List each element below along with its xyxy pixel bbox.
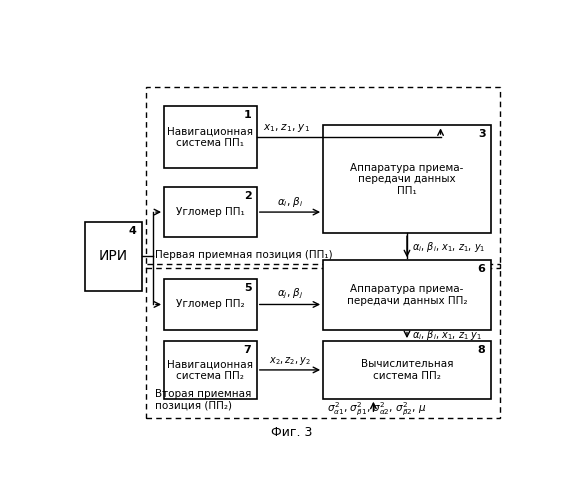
Text: ИРИ: ИРИ [99, 250, 128, 264]
Text: 7: 7 [244, 345, 251, 355]
Text: Угломер ПП₁: Угломер ПП₁ [176, 207, 245, 217]
Text: 3: 3 [478, 130, 486, 140]
Text: $\alpha_j$, $\beta_j$: $\alpha_j$, $\beta_j$ [276, 287, 303, 302]
Text: 4: 4 [129, 226, 137, 235]
Bar [146, 87, 500, 268]
Text: Угломер ПП₂: Угломер ПП₂ [176, 300, 245, 310]
Bar [164, 341, 256, 399]
Text: 6: 6 [478, 264, 486, 274]
Bar [323, 126, 491, 233]
Text: 2: 2 [244, 191, 251, 201]
Text: Вторая приемная
позиция (ПП₂): Вторая приемная позиция (ПП₂) [155, 389, 251, 410]
Text: Навигационная
система ПП₁: Навигационная система ПП₁ [168, 126, 254, 148]
Text: Аппаратура приема-
передачи данных ПП₂: Аппаратура приема- передачи данных ПП₂ [347, 284, 467, 306]
Text: $\alpha_i$, $\beta_i$, $x_1$, $z_1$ $y_1$: $\alpha_i$, $\beta_i$, $x_1$, $z_1$ $y_1… [412, 328, 483, 342]
Text: $\alpha_i$, $\beta_i$: $\alpha_i$, $\beta_i$ [277, 195, 303, 209]
Bar [164, 187, 256, 237]
Text: Фиг. 3: Фиг. 3 [271, 426, 313, 439]
Bar [323, 341, 491, 399]
Bar [164, 106, 256, 168]
Text: Аппаратура приема-
передачи данных
ПП₁: Аппаратура приема- передачи данных ПП₁ [351, 162, 463, 196]
Bar [146, 264, 500, 418]
Text: Первая приемная позиция (ПП₁): Первая приемная позиция (ПП₁) [155, 250, 333, 260]
Text: 1: 1 [244, 110, 251, 120]
Text: $x_1$, $z_1$, $y_1$: $x_1$, $z_1$, $y_1$ [263, 122, 311, 134]
Text: 8: 8 [478, 345, 486, 355]
Text: $x_2, z_2, y_2$: $x_2, z_2, y_2$ [269, 355, 311, 367]
Text: $\alpha_i$, $\beta_i$, $x_1$, $z_1$, $y_1$: $\alpha_i$, $\beta_i$, $x_1$, $z_1$, $y_… [412, 240, 486, 254]
Text: 5: 5 [244, 284, 251, 294]
Text: $\sigma^2_{\alpha 1}$, $\sigma^2_{\beta 1}$, $\sigma^2_{\alpha 2}$, $\sigma^2_{\: $\sigma^2_{\alpha 1}$, $\sigma^2_{\beta … [327, 400, 427, 418]
Bar [164, 280, 256, 330]
Bar [84, 222, 142, 291]
Text: Навигационная
система ПП₂: Навигационная система ПП₂ [168, 359, 254, 380]
Bar [323, 260, 491, 330]
Text: Вычислительная
система ПП₂: Вычислительная система ПП₂ [361, 359, 453, 380]
